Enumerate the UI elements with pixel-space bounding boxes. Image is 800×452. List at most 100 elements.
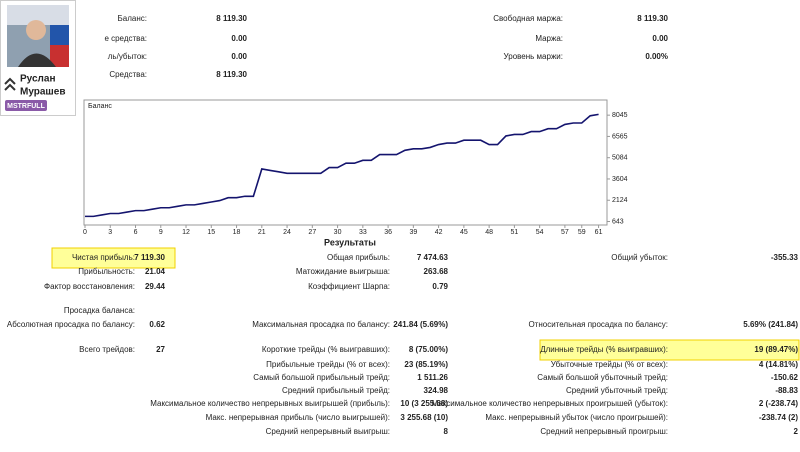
x-tick-label: 57 [561,229,569,236]
account-label: Маржа: [535,34,563,43]
report-value: 23 (85.19%) [404,360,448,369]
report-value: 241.84 (5.69%) [393,320,448,329]
report-value: -355.33 [771,253,799,262]
report-label: Самый большой убыточный трейд: [537,373,668,382]
x-tick-label: 45 [460,229,468,236]
account-value: 8 119.30 [637,14,668,23]
report-label: Убыточные трейды (% от всех): [551,360,668,369]
plot-frame [83,99,608,226]
report-value: 19 (89.47%) [754,345,798,354]
badge-text: MSTRFULL [7,103,45,110]
x-tick-label: 30 [334,229,342,236]
report-value: 7 119.30 [134,253,165,262]
x-tick-label: 51 [510,229,518,236]
account-value: 0.00 [231,52,247,61]
dynamic: Баланс: 8 119.30 Свободная маржа: 8 119.30 е… [7,14,800,436]
report-value: 0.79 [432,282,448,291]
report-value: 7 474.63 [417,253,449,262]
y-tick-label: 8045 [612,112,628,119]
report-label: Прибыльные трейды (% от всех): [266,360,390,369]
account-label: Средства: [109,70,147,79]
report-value: -88.83 [775,386,798,395]
report-value: -238.74 (2) [759,413,798,422]
avatar-flag [50,45,69,67]
report-label: Средний непрерывный выигрыш: [266,427,390,436]
report-value: 21.04 [145,267,166,276]
report-label: Максимальное количество непрерывных выиг… [150,399,390,408]
report-label: Максимальная просадка по балансу: [252,320,390,329]
account-value: 0.00 [231,34,247,43]
x-tick-label: 27 [308,229,316,236]
report-label: Длинные трейды (% выигравших): [540,345,668,354]
x-tick-label: 36 [384,229,392,236]
account-label: Баланс: [118,14,147,23]
avatar-bg [7,5,69,25]
report-label: Всего трейдов: [79,345,135,354]
chart-title: Баланс [88,103,112,110]
report-value: 2 [794,427,799,436]
account-value: 8 119.30 [216,70,247,79]
rank-icon [4,77,16,91]
account-label: е средства: [104,34,147,43]
report-label: Макс. непрерывный убыток (число проигрыш… [485,413,668,422]
x-tick-label: 61 [595,229,603,236]
x-tick-label: 59 [578,229,586,236]
report-value: 2 (-238.74) [759,399,798,408]
report-label: Коэффициент Шарпа: [308,282,390,291]
report-value: -150.62 [771,373,799,382]
x-tick-label: 21 [258,229,266,236]
report-value: 8 (75.00%) [409,345,448,354]
x-tick-label: 18 [233,229,241,236]
report-value: 3 255.68 (10) [400,413,448,422]
report-value: 0.62 [149,320,165,329]
report-label: Короткие трейды (% выигравших): [262,345,390,354]
x-tick-label: 3 [108,229,112,236]
x-tick-label: 9 [159,229,163,236]
account-label: ль/убыток: [108,52,147,61]
avatar-body [18,53,56,67]
report-value: 263.68 [424,267,449,276]
account-value: 8 119.30 [216,14,247,23]
report-label: Просадка баланса: [64,306,135,315]
profile-first-name: Руслан [20,74,56,85]
account-label: Уровень маржи: [504,52,563,61]
report-value: 27 [156,345,165,354]
report-value: 5.69% (241.84) [743,320,798,329]
report-label: Абсолютная просадка по балансу: [7,320,135,329]
profile-last-name: Мурашев [20,87,65,98]
report-label: Макс. непрерывная прибыль (число выигрыш… [206,413,390,422]
badge [5,100,47,111]
highlight [539,339,800,361]
report-value: 8 [444,427,449,436]
account-label: Свободная маржа: [493,14,563,23]
report-label: Относительная просадка по балансу: [528,320,668,329]
report-label: Прибыльность: [78,267,135,276]
report-value: 29.44 [145,282,166,291]
report-value: 10 (3 255.68) [400,399,448,408]
report-value: 324.98 [424,386,449,395]
y-tick-label: 643 [612,218,624,225]
x-tick-label: 15 [207,229,215,236]
x-tick-label: 42 [435,229,443,236]
y-tick-label: 6565 [612,133,628,140]
account-value: 0.00 [652,34,668,43]
y-tick-label: 2124 [612,197,628,204]
report-value: 4 (14.81%) [759,360,798,369]
report-label: Чистая прибыль: [72,253,135,262]
x-tick-label: 54 [536,229,544,236]
report-label: Общий убыток: [611,253,668,262]
x-tick-label: 6 [134,229,138,236]
report-title: Результаты [324,237,376,247]
profile-card: Руслан Мурашев MSTRFULL [0,0,76,116]
report-label: Средний убыточный трейд: [566,386,668,395]
report-label: Средний непрерывный проигрыш: [540,427,668,436]
x-tick-label: 24 [283,229,291,236]
x-tick-label: 0 [83,229,87,236]
avatar-face [26,20,46,40]
avatar-flag [50,25,69,45]
y-tick-label: 3604 [612,176,628,183]
report-label: Максимальное количество непрерывных прои… [431,399,668,408]
report-value: 1 511.26 [417,373,448,382]
